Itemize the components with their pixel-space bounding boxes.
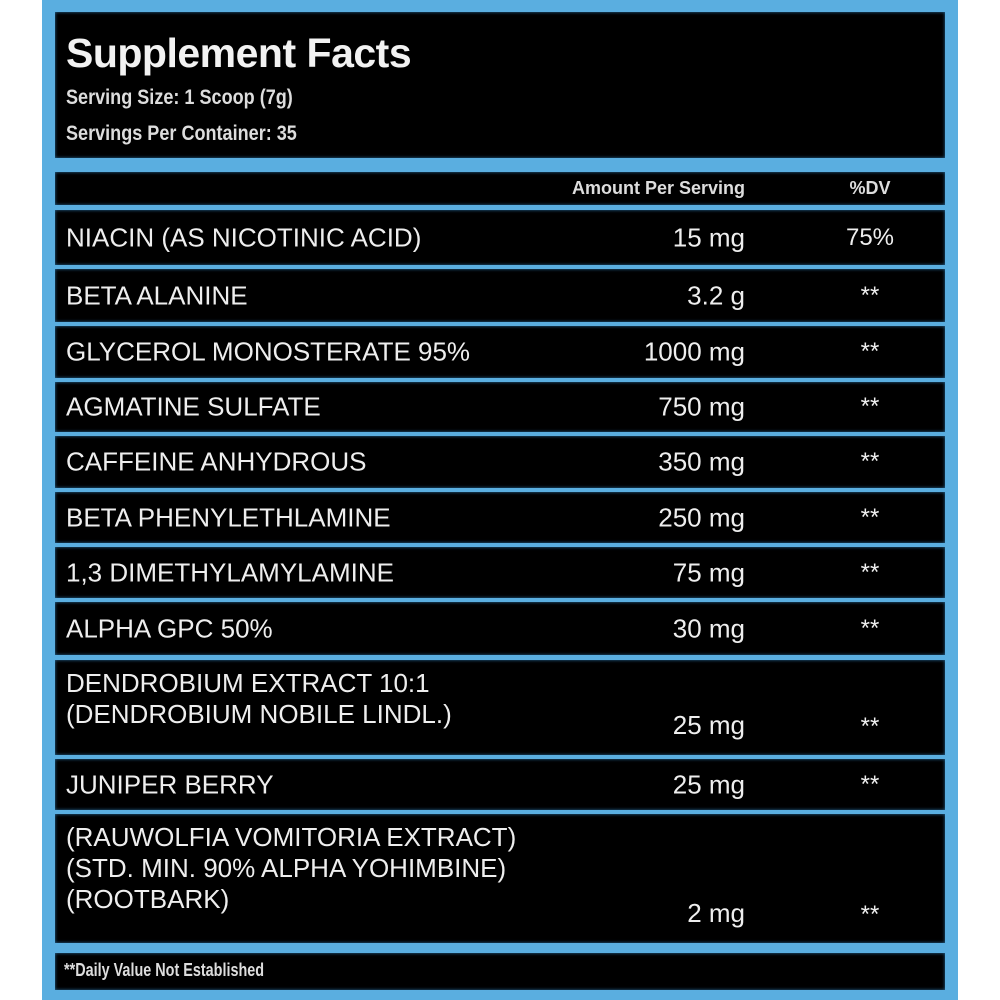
ingredient-dv: ** [860, 558, 880, 586]
ingredient-amount: 3.2 g [687, 280, 745, 310]
ingredient-dv: ** [860, 614, 880, 642]
ingredient-name: (RAUWOLFIA VOMITORIA EXTRACT) (STD. MIN.… [66, 822, 517, 914]
footnote: **Daily Value Not Established [64, 960, 265, 980]
ingredient-amount: 350 mg [658, 446, 745, 477]
ingredient-amount: 30 mg [672, 613, 745, 643]
ingredient-dv: ** [860, 448, 880, 475]
ingredient-name: 1,3 DIMETHYLAMYLAMINE [66, 557, 394, 587]
ingredient-dv: ** [860, 770, 880, 798]
ingredient-name: GLYCEROL MONOSTERATE 95% [66, 336, 471, 367]
ingredient-row: DENDROBIUM EXTRACT 10:1 (DENDROBIUM NOBI… [55, 660, 945, 755]
ingredient-row: NIACIN (AS NICOTINIC ACID) 15 mg 75% [55, 210, 945, 265]
ingredient-amount: 750 mg [658, 391, 745, 422]
ingredient-row: GLYCEROL MONOSTERATE 95% 1000 mg ** [55, 326, 945, 378]
header-panel: Supplement Facts Serving Size: 1 Scoop (… [55, 12, 945, 158]
ingredient-dv: ** [860, 393, 880, 420]
ingredient-row: BETA PHENYLETHLAMINE 250 mg ** [55, 492, 945, 543]
label-frame: Supplement Facts Serving Size: 1 Scoop (… [42, 0, 958, 1000]
column-amount: Amount Per Serving [571, 178, 745, 198]
ingredient-row: ALPHA GPC 50% 30 mg ** [55, 602, 945, 655]
ingredient-name: BETA ALANINE [66, 280, 248, 310]
ingredient-name: DENDROBIUM EXTRACT 10:1 (DENDROBIUM NOBI… [66, 668, 452, 729]
page-title: Supplement Facts [66, 30, 412, 76]
ingredient-dv: ** [860, 281, 880, 309]
servings-per-container: Servings Per Container: 35 [66, 122, 297, 145]
column-header: Amount Per Serving %DV [55, 172, 945, 205]
ingredient-row: CAFFEINE ANHYDROUS 350 mg ** [55, 436, 945, 488]
ingredient-name: AGMATINE SULFATE [66, 391, 321, 422]
ingredient-row: 1,3 DIMETHYLAMYLAMINE 75 mg ** [55, 547, 945, 598]
ingredient-row: AGMATINE SULFATE 750 mg ** [55, 382, 945, 432]
ingredient-dv: ** [860, 901, 880, 928]
ingredient-name: BETA PHENYLETHLAMINE [66, 502, 391, 532]
serving-size: Serving Size: 1 Scoop (7g) [66, 86, 293, 109]
ingredient-amount: 25 mg [672, 769, 745, 799]
ingredient-row: JUNIPER BERRY 25 mg ** [55, 759, 945, 810]
ingredient-dv: 75% [845, 223, 895, 251]
ingredient-amount: 75 mg [672, 557, 745, 587]
ingredient-amount: 2 mg [687, 898, 745, 928]
ingredient-amount: 25 mg [672, 710, 745, 740]
ingredient-amount: 1000 mg [643, 336, 745, 367]
ingredient-row: BETA ALANINE 3.2 g ** [55, 269, 945, 322]
ingredient-row: (RAUWOLFIA VOMITORIA EXTRACT) (STD. MIN.… [55, 814, 945, 943]
ingredient-name: JUNIPER BERRY [66, 769, 274, 799]
ingredient-dv: ** [860, 338, 880, 365]
ingredient-amount: 250 mg [658, 502, 745, 532]
ingredient-name: ALPHA GPC 50% [66, 613, 273, 643]
ingredient-amount: 15 mg [672, 222, 745, 252]
ingredient-dv: ** [860, 713, 880, 740]
column-dv: %DV [849, 178, 891, 198]
ingredient-dv: ** [860, 503, 880, 531]
footnote-panel: **Daily Value Not Established [55, 953, 945, 990]
ingredient-name: NIACIN (AS NICOTINIC ACID) [66, 222, 422, 252]
ingredient-name: CAFFEINE ANHYDROUS [66, 446, 367, 477]
